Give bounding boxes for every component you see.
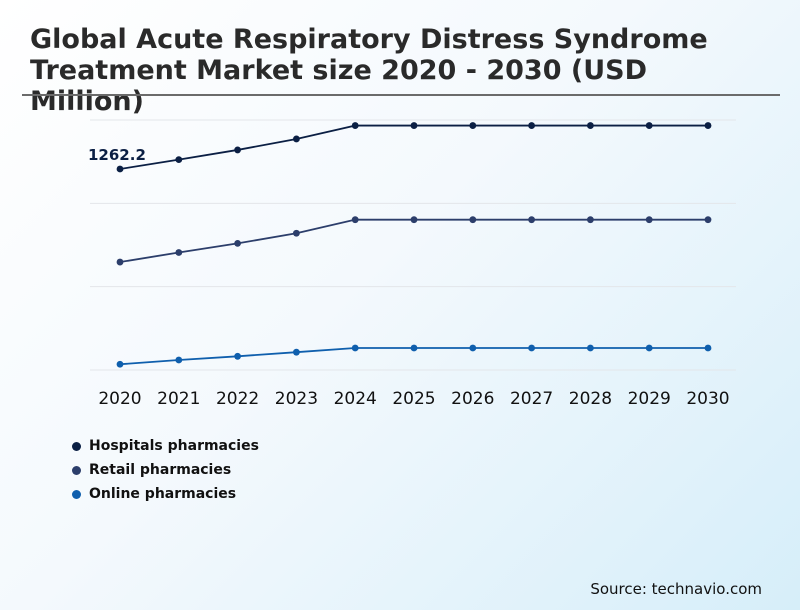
x-tick-label: 2030 — [686, 389, 729, 409]
source-credit: Source: technavio.com — [590, 580, 762, 598]
gridlines — [90, 119, 736, 371]
data-point — [528, 216, 535, 224]
data-point — [351, 344, 359, 352]
data-label: 1262.2 — [88, 146, 146, 164]
legend-marker-icon — [72, 441, 81, 451]
data-point — [528, 344, 535, 352]
x-tick-label: 2021 — [157, 389, 200, 409]
series-lines — [119, 124, 708, 366]
data-point — [234, 352, 242, 360]
data-point — [116, 165, 124, 173]
data-point — [704, 344, 712, 352]
data-point — [469, 344, 477, 352]
data-point — [293, 135, 300, 143]
x-tick-label: 2028 — [569, 389, 612, 409]
series-points — [116, 122, 712, 368]
data-point — [234, 146, 242, 154]
data-point — [293, 348, 300, 356]
data-point — [116, 360, 124, 368]
data-point — [645, 122, 653, 129]
data-point — [587, 344, 594, 352]
x-tick-label: 2022 — [216, 389, 259, 409]
x-tick-label: 2025 — [392, 389, 435, 409]
chart-title: Global Acute Respiratory Distress Syndro… — [30, 24, 708, 117]
title-divider — [22, 94, 780, 96]
data-point — [410, 344, 418, 352]
legend: Hospitals pharmacies Retail pharmacies O… — [72, 434, 259, 506]
data-point — [704, 216, 712, 224]
legend-item: Retail pharmacies — [72, 458, 259, 482]
data-annotations: 1262.2 — [88, 146, 146, 164]
x-tick-label: 2029 — [628, 389, 671, 409]
data-point — [410, 122, 418, 129]
legend-item: Online pharmacies — [72, 482, 259, 506]
data-point — [645, 344, 653, 352]
data-point — [704, 122, 712, 129]
data-point — [528, 122, 535, 129]
x-axis-ticks: 2020 2021 2022 2023 2024 2025 2026 2027 2028 2029… — [98, 389, 729, 409]
data-point — [469, 216, 477, 224]
data-point — [351, 122, 359, 129]
legend-label: Retail pharmacies — [89, 462, 232, 478]
data-point — [175, 249, 183, 256]
x-tick-label: 2024 — [334, 389, 377, 409]
legend-label: Hospitals pharmacies — [89, 438, 259, 454]
data-point — [293, 229, 300, 237]
x-tick-label: 2023 — [275, 389, 318, 409]
legend-item: Hospitals pharmacies — [72, 434, 259, 458]
data-point — [645, 216, 653, 224]
legend-label: Online pharmacies — [89, 486, 237, 502]
data-point — [351, 216, 359, 224]
data-point — [469, 122, 477, 129]
data-point — [587, 122, 594, 129]
data-point — [587, 216, 594, 224]
data-point — [410, 216, 418, 224]
data-point — [116, 258, 124, 266]
data-point — [175, 356, 183, 364]
line-chart: 2020 2021 2022 2023 2024 2025 2026 2027 2028 2029… — [88, 119, 736, 409]
legend-marker-icon — [72, 465, 81, 475]
x-tick-label: 2026 — [451, 389, 494, 409]
data-point — [234, 240, 242, 247]
series-line — [119, 124, 708, 170]
series-line — [119, 218, 708, 263]
x-tick-label: 2020 — [98, 389, 141, 409]
data-point — [175, 156, 183, 164]
legend-marker-icon — [72, 489, 81, 499]
x-tick-label: 2027 — [510, 389, 553, 409]
